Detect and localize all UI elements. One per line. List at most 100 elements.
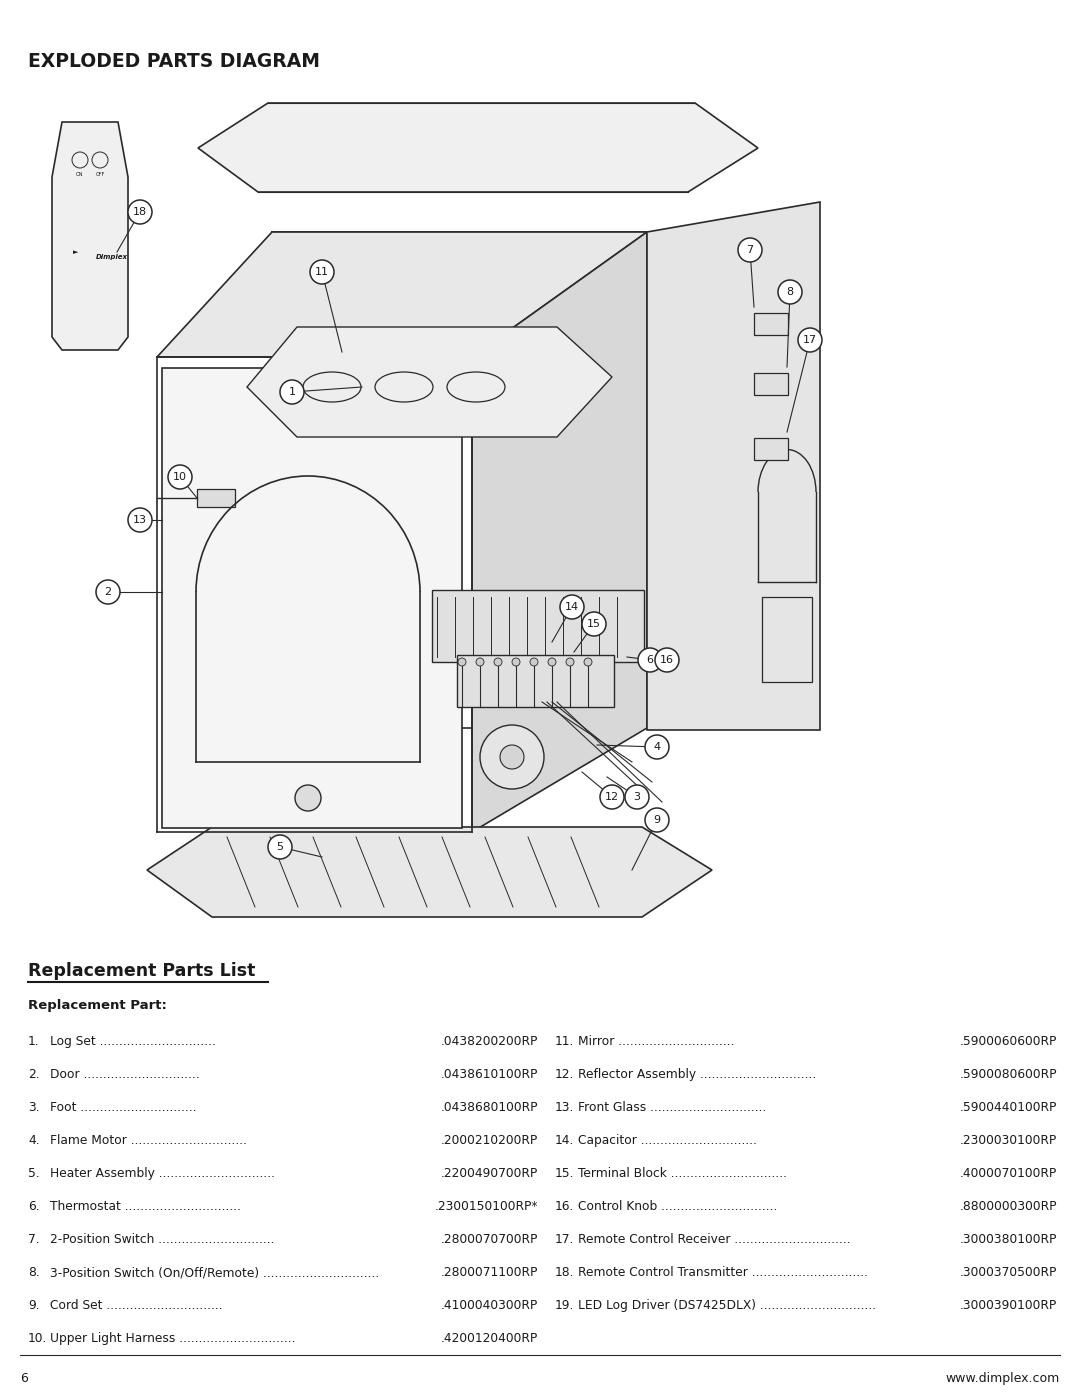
Circle shape bbox=[480, 725, 544, 789]
Bar bbox=[432, 590, 644, 662]
Text: 7.: 7. bbox=[28, 1234, 40, 1246]
Circle shape bbox=[566, 658, 573, 666]
Circle shape bbox=[458, 658, 465, 666]
Text: Upper Light Harness ..............................: Upper Light Harness ....................… bbox=[50, 1331, 296, 1345]
Text: .2800070700RP: .2800070700RP bbox=[441, 1234, 538, 1246]
Circle shape bbox=[645, 735, 669, 759]
Text: .2300030100RP: .2300030100RP bbox=[960, 1134, 1057, 1147]
Bar bbox=[762, 597, 812, 682]
Circle shape bbox=[494, 658, 502, 666]
Text: 3: 3 bbox=[634, 792, 640, 802]
Polygon shape bbox=[647, 203, 820, 731]
Circle shape bbox=[548, 658, 556, 666]
Text: .4100040300RP: .4100040300RP bbox=[441, 1299, 538, 1312]
Text: Flame Motor ..............................: Flame Motor ............................… bbox=[50, 1134, 247, 1147]
Text: Log Set ..............................: Log Set .............................. bbox=[50, 1035, 216, 1048]
Text: 7: 7 bbox=[746, 244, 754, 256]
Text: 3.: 3. bbox=[28, 1101, 40, 1113]
Bar bbox=[754, 313, 788, 335]
Text: Thermostat ..............................: Thermostat .............................… bbox=[50, 1200, 241, 1213]
Text: 1: 1 bbox=[288, 387, 296, 397]
Text: 13.: 13. bbox=[555, 1101, 575, 1113]
Text: Mirror ..............................: Mirror .............................. bbox=[578, 1035, 734, 1048]
Circle shape bbox=[798, 328, 822, 352]
Text: 19.: 19. bbox=[555, 1299, 575, 1312]
Circle shape bbox=[129, 509, 152, 532]
Text: 14: 14 bbox=[565, 602, 579, 612]
Text: 11: 11 bbox=[315, 267, 329, 277]
Text: Replacement Part:: Replacement Part: bbox=[28, 999, 167, 1011]
Circle shape bbox=[561, 595, 584, 619]
Text: .4000070100RP: .4000070100RP bbox=[960, 1166, 1057, 1180]
Text: .2800071100RP: .2800071100RP bbox=[441, 1266, 538, 1280]
Circle shape bbox=[600, 785, 624, 809]
Text: Cord Set ..............................: Cord Set .............................. bbox=[50, 1299, 222, 1312]
Text: ON: ON bbox=[77, 172, 84, 176]
Text: 6: 6 bbox=[647, 655, 653, 665]
Bar bbox=[754, 373, 788, 395]
Text: 2-Position Switch ..............................: 2-Position Switch ......................… bbox=[50, 1234, 274, 1246]
Text: 12.: 12. bbox=[555, 1067, 575, 1081]
Circle shape bbox=[512, 658, 519, 666]
Text: 3-Position Switch (On/Off/Remote) ..............................: 3-Position Switch (On/Off/Remote) ......… bbox=[50, 1266, 379, 1280]
Circle shape bbox=[129, 200, 152, 224]
Text: .2200490700RP: .2200490700RP bbox=[441, 1166, 538, 1180]
Circle shape bbox=[645, 807, 669, 833]
Circle shape bbox=[582, 612, 606, 636]
Circle shape bbox=[654, 648, 679, 672]
Text: 14.: 14. bbox=[555, 1134, 575, 1147]
Text: 6.: 6. bbox=[28, 1200, 40, 1213]
Text: 12: 12 bbox=[605, 792, 619, 802]
Text: 17.: 17. bbox=[555, 1234, 575, 1246]
Text: Front Glass ..............................: Front Glass ............................… bbox=[578, 1101, 767, 1113]
Text: Capacitor ..............................: Capacitor .............................. bbox=[578, 1134, 757, 1147]
Text: .0438200200RP: .0438200200RP bbox=[441, 1035, 538, 1048]
Text: Control Knob ..............................: Control Knob ...........................… bbox=[578, 1200, 778, 1213]
Circle shape bbox=[638, 648, 662, 672]
Bar bbox=[457, 655, 615, 707]
Text: 15: 15 bbox=[588, 619, 600, 629]
Text: 9.: 9. bbox=[28, 1299, 40, 1312]
Text: 16: 16 bbox=[660, 655, 674, 665]
Text: .5900080600RP: .5900080600RP bbox=[959, 1067, 1057, 1081]
Circle shape bbox=[310, 260, 334, 284]
Circle shape bbox=[738, 237, 762, 263]
Text: 8: 8 bbox=[786, 286, 794, 298]
Circle shape bbox=[295, 785, 321, 812]
Text: .5900060600RP: .5900060600RP bbox=[960, 1035, 1057, 1048]
Bar bbox=[197, 489, 235, 507]
Polygon shape bbox=[472, 232, 647, 833]
Text: 6: 6 bbox=[21, 1372, 28, 1384]
Polygon shape bbox=[52, 122, 129, 351]
Text: .4200120400RP: .4200120400RP bbox=[441, 1331, 538, 1345]
Text: .2000210200RP: .2000210200RP bbox=[441, 1134, 538, 1147]
Text: .0438680100RP: .0438680100RP bbox=[441, 1101, 538, 1113]
Text: 11.: 11. bbox=[555, 1035, 575, 1048]
Polygon shape bbox=[157, 232, 647, 358]
Text: .3000390100RP: .3000390100RP bbox=[960, 1299, 1057, 1312]
Text: Reflector Assembly ..............................: Reflector Assembly .....................… bbox=[578, 1067, 816, 1081]
Polygon shape bbox=[147, 827, 712, 916]
Text: 13: 13 bbox=[133, 515, 147, 525]
Text: .5900440100RP: .5900440100RP bbox=[960, 1101, 1057, 1113]
Text: 10.: 10. bbox=[28, 1331, 48, 1345]
Bar bbox=[754, 439, 788, 460]
Polygon shape bbox=[162, 367, 462, 828]
Text: 4.: 4. bbox=[28, 1134, 40, 1147]
Circle shape bbox=[280, 380, 303, 404]
Circle shape bbox=[500, 745, 524, 768]
Text: .2300150100RP*: .2300150100RP* bbox=[434, 1200, 538, 1213]
Text: 17: 17 bbox=[802, 335, 818, 345]
Polygon shape bbox=[198, 103, 758, 191]
Text: 2: 2 bbox=[105, 587, 111, 597]
Text: 5.: 5. bbox=[28, 1166, 40, 1180]
Text: .3000370500RP: .3000370500RP bbox=[960, 1266, 1057, 1280]
Text: www.dimplex.com: www.dimplex.com bbox=[946, 1372, 1059, 1384]
Polygon shape bbox=[247, 327, 612, 437]
Text: Foot ..............................: Foot .............................. bbox=[50, 1101, 197, 1113]
Circle shape bbox=[530, 658, 538, 666]
Text: 8.: 8. bbox=[28, 1266, 40, 1280]
Text: 18: 18 bbox=[133, 207, 147, 217]
Text: 1.: 1. bbox=[28, 1035, 40, 1048]
Text: Dimplex: Dimplex bbox=[96, 254, 129, 260]
